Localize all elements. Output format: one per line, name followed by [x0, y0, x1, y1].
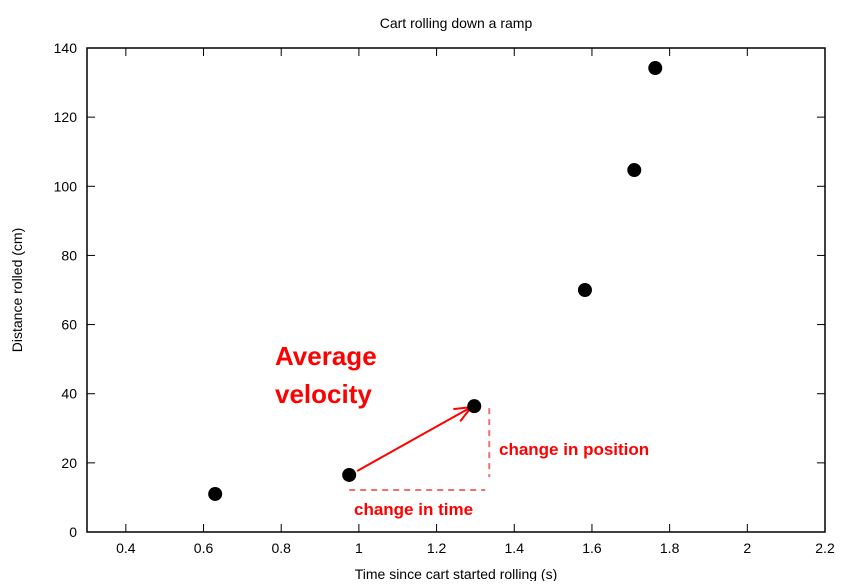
y-tick-label: 140 — [54, 40, 78, 56]
x-tick-label: 1.8 — [660, 540, 680, 556]
axes: 0.4 0.6 0.8 1 1.2 1.4 1.6 1.8 2 2.2 0 20 40 60 80 100 12… — [54, 40, 835, 556]
y-tick-label: 120 — [54, 109, 78, 125]
x-tick-label: 0.6 — [194, 540, 214, 556]
y-tick-label: 20 — [61, 455, 77, 471]
data-point — [577, 283, 592, 297]
x-tick-label: 2 — [743, 540, 751, 556]
plot-frame — [86, 47, 826, 533]
data-point — [342, 467, 357, 482]
data-point — [208, 486, 223, 501]
velocity-arrow — [356, 406, 472, 472]
x-tick-label: 1.6 — [582, 540, 602, 556]
data-point — [467, 399, 482, 414]
data-points — [208, 61, 663, 501]
y-tick-label: 80 — [61, 247, 77, 263]
chart-title: Cart rolling down a ramp — [380, 15, 533, 31]
data-point — [627, 163, 642, 178]
annotation-change-in-time: change in time — [354, 500, 473, 519]
x-tick-label: 2.2 — [815, 540, 835, 556]
x-tick-label: 1.4 — [505, 540, 525, 556]
y-tick-label: 0 — [69, 524, 77, 540]
data-point — [648, 61, 663, 76]
x-tick-label: 0.8 — [271, 540, 291, 556]
x-tick-label: 0.4 — [116, 540, 136, 556]
y-tick-label: 100 — [54, 178, 78, 194]
annotation-velocity: velocity — [275, 379, 372, 409]
annotations: Average velocity change in position chan… — [275, 341, 649, 519]
y-tick-label: 40 — [61, 386, 77, 402]
annotation-average: Average — [275, 341, 377, 371]
annotation-change-in-position: change in position — [499, 440, 649, 459]
y-axis-label: Distance rolled (cm) — [9, 228, 25, 352]
x-axis-label: Time since cart started rolling (s) — [355, 566, 558, 581]
x-tick-label: 1 — [355, 540, 363, 556]
y-tick-label: 60 — [61, 317, 77, 333]
x-tick-label: 1.2 — [427, 540, 447, 556]
